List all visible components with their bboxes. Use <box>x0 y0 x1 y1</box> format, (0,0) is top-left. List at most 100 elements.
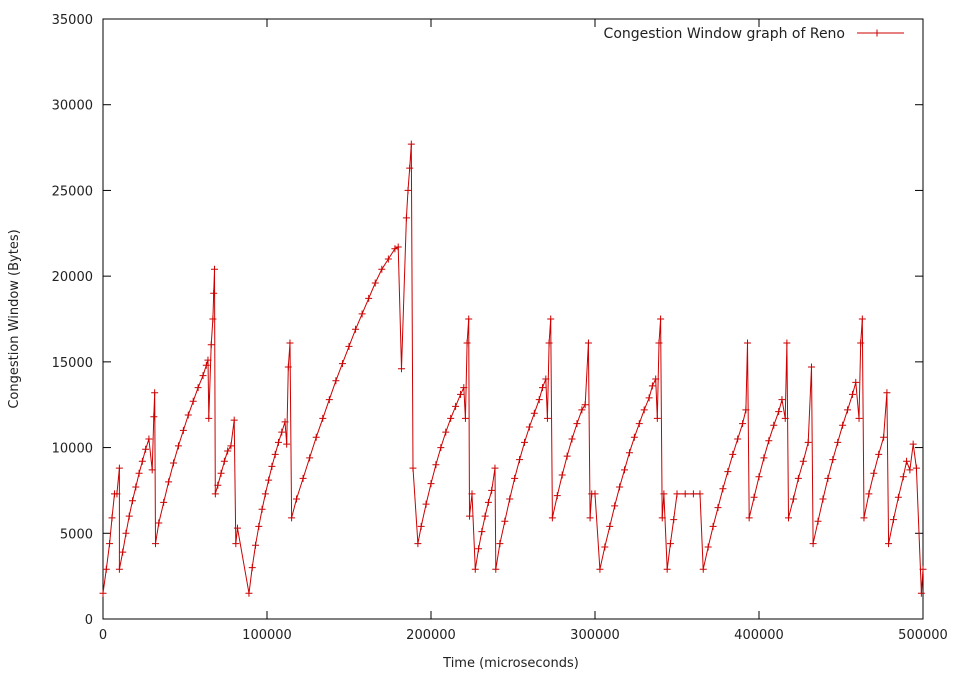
data-point-marker <box>274 438 282 446</box>
data-point-marker <box>696 490 704 498</box>
data-point-marker <box>452 402 460 410</box>
y-tick-label: 0 <box>85 613 93 628</box>
data-point-marker <box>657 315 665 323</box>
data-point-marker <box>760 454 768 462</box>
data-point-marker <box>563 452 571 460</box>
data-point-marker <box>447 414 455 422</box>
data-point-marker <box>414 540 422 548</box>
data-point-marker <box>520 438 528 446</box>
data-point-marker <box>205 414 213 422</box>
data-point-marker <box>742 406 750 414</box>
data-point-marker <box>319 414 327 422</box>
data-point-marker <box>699 565 707 573</box>
data-point-marker <box>148 466 156 474</box>
data-point-marker <box>783 339 791 347</box>
data-point-marker <box>525 423 533 431</box>
data-point-marker <box>785 514 793 522</box>
data-point-marker <box>437 444 445 452</box>
data-point-marker <box>271 450 279 458</box>
data-point-marker <box>548 514 556 522</box>
data-point-marker <box>468 490 476 498</box>
data-point-marker <box>635 420 643 428</box>
data-point-marker <box>427 480 435 488</box>
data-point-marker <box>719 485 727 493</box>
data-point-marker <box>165 478 173 486</box>
data-point-marker <box>288 514 296 522</box>
data-point-marker <box>170 459 178 467</box>
data-point-marker <box>378 265 386 273</box>
data-point-marker <box>829 456 837 464</box>
data-point-marker <box>889 516 897 524</box>
data-point-marker <box>194 384 202 392</box>
data-point-marker <box>581 401 589 409</box>
data-point-marker <box>770 421 778 429</box>
data-point-marker <box>404 186 412 194</box>
data-point-marker <box>573 420 581 428</box>
data-point-marker <box>402 214 410 222</box>
data-point-marker <box>558 471 566 479</box>
data-point-marker <box>406 164 414 172</box>
x-tick-label: 500000 <box>898 628 948 643</box>
data-point-marker <box>666 540 674 548</box>
data-point-marker <box>461 414 469 422</box>
data-point-marker <box>214 481 222 489</box>
data-point-marker <box>807 363 815 371</box>
data-point-marker <box>852 378 860 386</box>
data-point-marker <box>232 540 240 548</box>
data-point-marker <box>283 440 291 448</box>
data-point-marker <box>99 589 107 597</box>
x-axis-title: Time (microseconds) <box>442 656 579 671</box>
data-point-marker <box>880 433 888 441</box>
data-point-marker <box>894 493 902 501</box>
data-point-marker <box>621 466 629 474</box>
data-point-marker <box>729 450 737 458</box>
data-point-marker <box>217 469 225 477</box>
data-point-marker <box>601 543 609 551</box>
data-point-marker <box>542 375 550 383</box>
data-point-marker <box>858 315 866 323</box>
data-point-marker <box>332 377 340 385</box>
data-point-marker <box>258 505 266 513</box>
data-point-marker <box>919 565 927 573</box>
data-point-marker <box>199 372 207 380</box>
data-point-marker <box>794 474 802 482</box>
data-point-marker <box>912 464 920 472</box>
y-tick-label: 30000 <box>52 99 93 114</box>
data-point-marker <box>220 457 228 465</box>
data-point-marker <box>750 493 758 501</box>
data-point-marker <box>865 490 873 498</box>
plot-area-frame <box>102 18 924 620</box>
data-point-marker <box>568 435 576 443</box>
data-point-marker <box>648 382 656 390</box>
data-point-marker <box>496 540 504 548</box>
data-point-marker <box>809 540 817 548</box>
data-point-marker <box>352 325 360 333</box>
data-point-marker <box>179 426 187 434</box>
data-point-marker <box>611 502 619 510</box>
data-point-marker <box>265 476 273 484</box>
data-point-marker <box>545 339 553 347</box>
data-point-marker <box>670 516 678 524</box>
data-point-marker <box>591 490 599 498</box>
data-point-marker <box>125 512 133 520</box>
data-point-marker <box>227 442 235 450</box>
data-point-marker <box>224 447 232 455</box>
legend: Congestion Window graph of Reno <box>604 26 904 42</box>
data-point-marker <box>492 565 500 573</box>
data-point-marker <box>775 408 783 416</box>
data-point-marker <box>299 474 307 482</box>
data-point-marker <box>645 394 653 402</box>
data-point-marker <box>778 396 786 404</box>
data-point-marker <box>844 406 852 414</box>
data-point-marker <box>108 514 116 522</box>
data-point-marker <box>673 490 681 498</box>
data-point-marker <box>211 490 219 498</box>
data-point-marker <box>345 342 353 350</box>
data-point-marker <box>160 498 168 506</box>
data-point-marker <box>804 438 812 446</box>
data-point-marker <box>312 433 320 441</box>
data-point-marker <box>781 414 789 422</box>
data-point-marker <box>814 517 822 525</box>
data-point-marker <box>457 390 465 398</box>
data-point-marker <box>906 466 914 474</box>
